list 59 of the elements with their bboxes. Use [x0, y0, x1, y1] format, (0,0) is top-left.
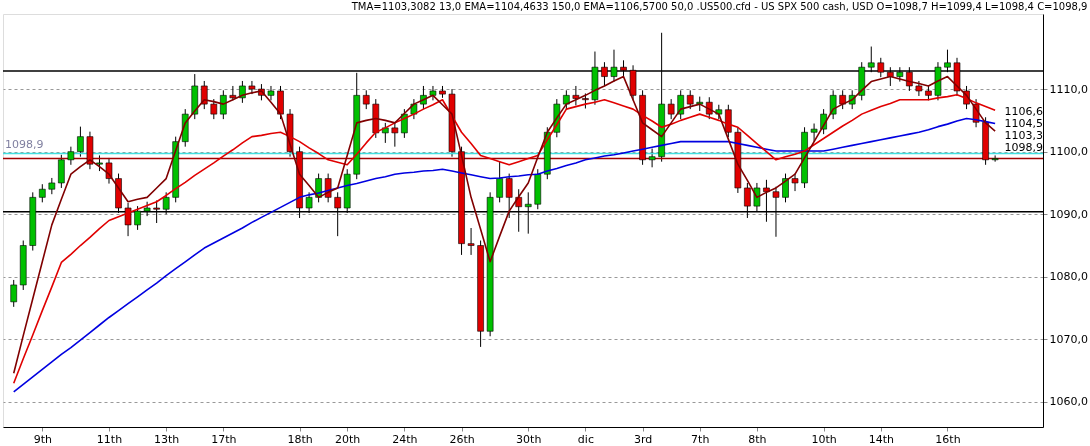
candlestick	[429, 85, 437, 101]
candlestick	[210, 98, 218, 120]
candlestick	[267, 85, 275, 101]
candlestick	[686, 89, 694, 110]
candlestick	[277, 85, 284, 120]
candlestick	[791, 173, 799, 192]
x-tick-label: 26th	[449, 432, 475, 446]
candlestick	[782, 173, 789, 203]
candlestick	[667, 98, 675, 120]
candlestick	[220, 89, 227, 120]
x-tick-label: 9th	[33, 432, 52, 446]
candlestick	[496, 161, 503, 203]
x-tick-label: 16th	[935, 432, 961, 446]
candlestick	[58, 154, 65, 189]
candlestick	[77, 126, 84, 158]
x-tick-label: 11th	[96, 432, 123, 446]
x-tick-label: 10th	[811, 432, 837, 446]
x-tick-label: dic	[577, 432, 594, 446]
x-tick-label: 14th	[868, 432, 894, 446]
candlestick	[391, 122, 399, 148]
candlestick	[810, 123, 818, 143]
x-tick-label: 18th	[287, 432, 313, 446]
chart-title: TMA=1103,3082 13,0 EMA=1104,4633 150,0 EMA=1106,5700 50,0 .US500.cfd - US SPX 500 cash, USD O=1098,7 H=1099,4 L=1098,4 C=1098,9	[350, 1, 1088, 12]
y-tick-label: 1100,0	[1049, 145, 1088, 159]
candlestick	[563, 89, 570, 110]
text: 1098,9	[1004, 141, 1043, 154]
candlestick	[725, 104, 732, 138]
candlestick	[39, 183, 46, 203]
candlestick	[10, 279, 18, 308]
y-tick-label: 1080,0	[1049, 270, 1088, 284]
x-tick-label: 30th	[516, 432, 542, 446]
candlestick	[467, 227, 475, 256]
text: 1104,5	[1004, 117, 1043, 130]
candlestick	[67, 146, 75, 166]
x-tick-label: 24th	[392, 432, 418, 446]
x-tick-label: 13th	[154, 432, 180, 446]
x-tick-label: 20th	[335, 432, 361, 446]
x-tick-label: 3rd	[633, 432, 653, 446]
candlestick	[915, 80, 923, 97]
candlestick	[505, 173, 513, 219]
candlestick	[648, 148, 656, 168]
candlestick	[362, 89, 370, 110]
candlestick	[248, 80, 256, 95]
x-tick-label: 7th	[691, 432, 710, 446]
candlestick	[200, 80, 208, 110]
y-tick-label: 1070,0	[1049, 332, 1088, 346]
y-tick-label: 1060,0	[1049, 395, 1088, 409]
x-tick-label: 8th	[748, 432, 767, 446]
candlestick	[677, 89, 684, 120]
candlestick	[839, 89, 846, 110]
candlestick	[991, 154, 999, 163]
candlestick	[229, 85, 237, 101]
candlestick	[829, 89, 837, 120]
x-tick-label: 17th	[211, 432, 237, 446]
text: 1106,6	[1004, 105, 1043, 118]
y-tick-label: 1110,0	[1049, 82, 1088, 96]
text: 1103,3	[1004, 129, 1043, 142]
ref-line-label: 1098,9	[5, 137, 44, 151]
y-tick-label: 1090,0	[1049, 207, 1088, 221]
